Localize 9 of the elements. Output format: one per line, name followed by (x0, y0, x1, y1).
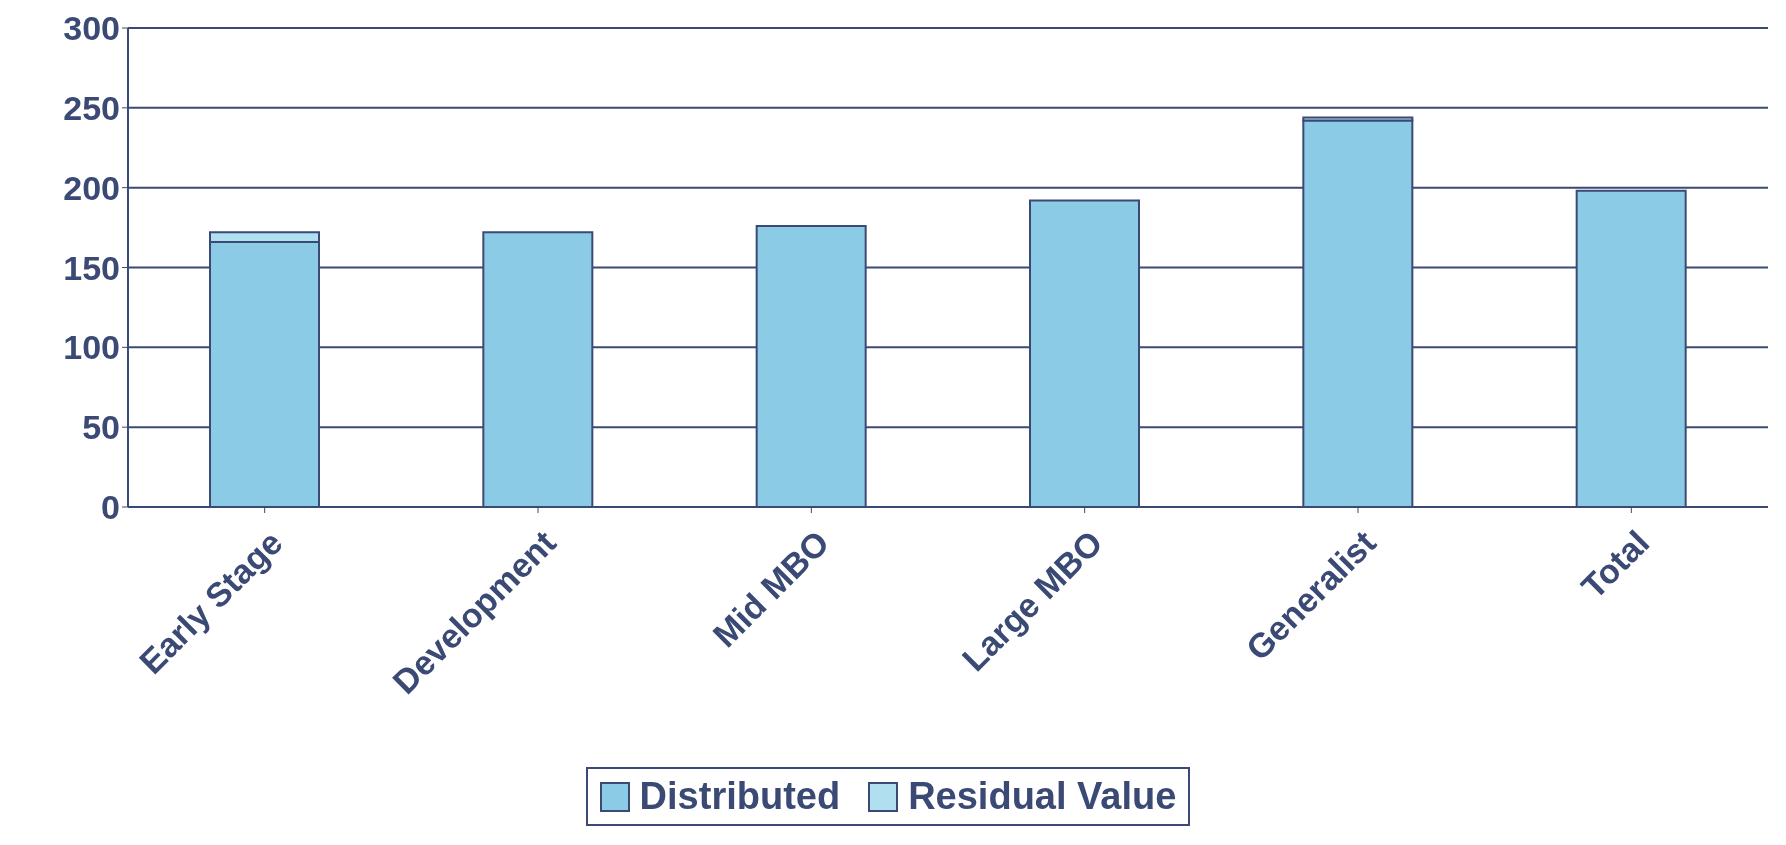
y-tick-label: 100 (63, 328, 120, 367)
y-tick-label: 50 (82, 408, 120, 447)
y-tick-label: 0 (101, 488, 120, 527)
legend-label: Distributed (638, 775, 841, 818)
y-tick-label: 300 (63, 9, 120, 48)
y-tick-label: 250 (63, 88, 120, 127)
y-tick-label: 200 (63, 168, 120, 207)
y-tick-label: 150 (63, 248, 120, 287)
legend-label: Residual Value (907, 775, 1177, 818)
